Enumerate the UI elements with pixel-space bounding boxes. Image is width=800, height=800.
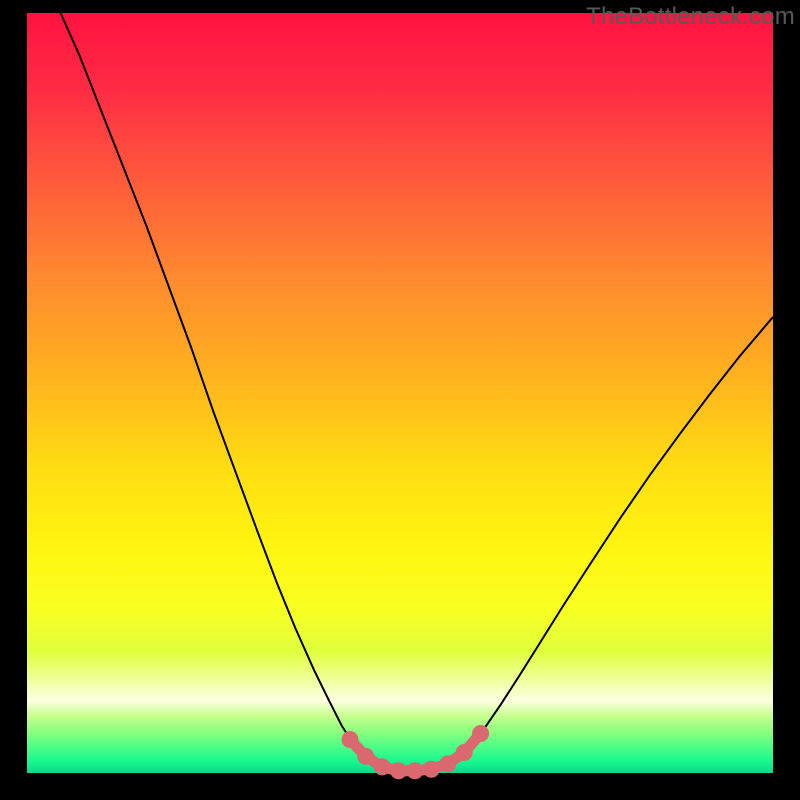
optimal-marker-dot [407,763,423,779]
optimal-marker-dot [342,732,358,748]
optimal-marker-dot [456,744,472,760]
plot-area [27,13,773,773]
optimal-marker-dot [473,725,489,741]
optimal-marker-dot [374,759,390,775]
optimal-marker-dot [391,763,407,779]
optimal-marker-dot [423,761,439,777]
optimal-marker-dot [358,748,374,764]
bottleneck-chart [0,0,800,800]
optimal-marker-dot [440,756,456,772]
watermark-label: TheBottleneck.com [586,3,795,31]
